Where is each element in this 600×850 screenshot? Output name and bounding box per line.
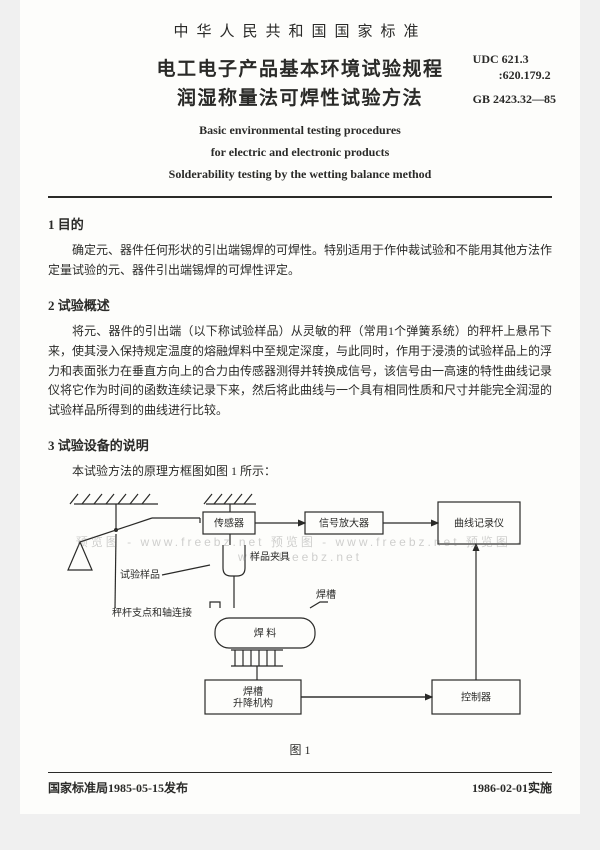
svg-text:焊槽: 焊槽 <box>243 685 263 698</box>
udc-line2: :620.179.2 <box>473 67 556 83</box>
svg-text:传感器: 传感器 <box>214 516 244 529</box>
diagram-caption: 图 1 <box>60 741 540 758</box>
footer-effective: 1986-02-01实施 <box>472 779 552 796</box>
diagram-figure-1: 传感器信号放大器曲线记录仪样品夹具试验样品秤杆支点和轴连接焊 料焊槽焊槽升降机构… <box>60 490 540 758</box>
svg-text:信号放大器: 信号放大器 <box>319 516 369 529</box>
section-2-para: 将元、器件的引出端（以下称试验样品）从灵敏的秤（常用1个弹簧系统）的秤杆上悬吊下… <box>48 322 552 421</box>
gb-code: GB 2423.32—85 <box>473 91 556 107</box>
footer-issued: 国家标准局1985-05-15发布 <box>48 779 188 796</box>
page: 中华人民共和国国家标准 UDC 621.3 :620.179.2 GB 2423… <box>20 0 580 814</box>
svg-text:秤杆支点和轴连接: 秤杆支点和轴连接 <box>112 606 192 619</box>
footer: 国家标准局1985-05-15发布 1986-02-01实施 <box>48 779 552 796</box>
header-org: 中华人民共和国国家标准 <box>48 20 552 41</box>
standard-codes: UDC 621.3 :620.179.2 GB 2423.32—85 <box>473 51 556 108</box>
section-2-heading: 2 试验概述 <box>48 295 552 314</box>
svg-text:曲线记录仪: 曲线记录仪 <box>454 516 504 529</box>
title-en-line3: Solderability testing by the wetting bal… <box>48 166 552 182</box>
svg-text:试验样品: 试验样品 <box>120 568 160 581</box>
udc-line1: UDC 621.3 <box>473 51 556 67</box>
section-3-heading: 3 试验设备的说明 <box>48 435 552 454</box>
section-3-para: 本试验方法的原理方框图如图 1 所示： <box>48 462 552 482</box>
svg-text:焊槽: 焊槽 <box>316 588 336 601</box>
divider-bottom <box>48 772 552 773</box>
section-1-heading: 1 目的 <box>48 214 552 233</box>
title-en-line2: for electric and electronic products <box>48 144 552 160</box>
svg-text:焊 料: 焊 料 <box>254 626 277 639</box>
svg-text:控制器: 控制器 <box>461 690 491 703</box>
title-block: UDC 621.3 :620.179.2 GB 2423.32—85 电工电子产… <box>48 55 552 182</box>
divider-top <box>48 196 552 198</box>
svg-text:升降机构: 升降机构 <box>233 696 273 709</box>
section-1-para: 确定元、器件任何形状的引出端锡焊的可焊性。特别适用于作仲裁试验和不能用其他方法作… <box>48 241 552 281</box>
svg-text:样品夹具: 样品夹具 <box>250 550 290 563</box>
title-en-line1: Basic environmental testing procedures <box>48 122 552 138</box>
